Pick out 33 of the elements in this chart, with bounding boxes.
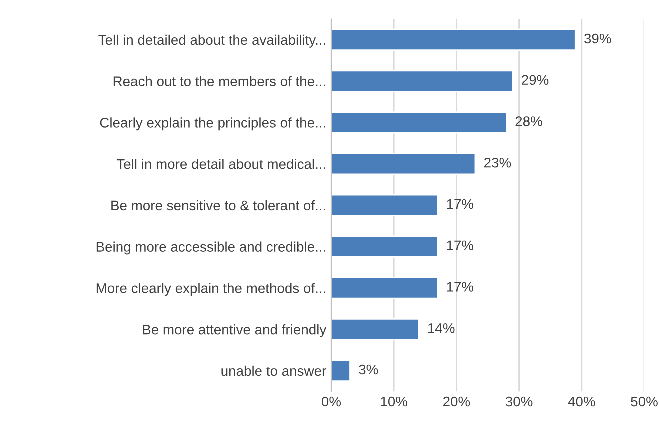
- y-tick-label: Tell in more detail about medical...: [116, 159, 326, 170]
- bar: [331, 153, 476, 176]
- bar: [331, 194, 439, 216]
- data-label: 29%: [522, 75, 549, 86]
- y-tick-label: More clearly explain the methods of...: [96, 283, 326, 296]
- y-tick-label: Be more attentive and friendly: [143, 324, 327, 338]
- bar: [331, 360, 351, 382]
- bar: [331, 28, 576, 51]
- x-tick-label: 50%: [631, 396, 658, 407]
- data-label: 39%: [584, 34, 612, 44]
- y-tick-label: Be more sensitive to & tolerant of...: [112, 200, 326, 211]
- x-tick-label: 30%: [506, 396, 533, 407]
- bar: [331, 236, 439, 258]
- data-label: 17%: [447, 199, 474, 210]
- y-tick-label: Tell in detailed about the availability...: [98, 34, 326, 48]
- data-label: 3%: [359, 364, 378, 375]
- y-tick-label: Reach out to the members of the...: [114, 76, 326, 86]
- data-label: 17%: [447, 240, 474, 250]
- bar: [331, 70, 514, 92]
- y-tick-label: unable to answer: [222, 366, 326, 376]
- y-tick-label: Being more accessible and credible...: [96, 242, 326, 255]
- y-tick-label: Clearly explain the principles of the...: [100, 118, 326, 131]
- data-label: 23%: [484, 158, 512, 168]
- data-label: 17%: [447, 282, 474, 292]
- x-tick-label: 20%: [443, 396, 470, 407]
- x-tick-label: 10%: [381, 396, 408, 407]
- x-tick-label: 40%: [568, 396, 596, 407]
- bar: [331, 318, 420, 341]
- bar: [331, 112, 508, 134]
- x-tick-label: 0%: [322, 396, 342, 407]
- data-label: 14%: [428, 324, 455, 334]
- bar: [331, 277, 439, 300]
- data-label: 28%: [516, 116, 542, 126]
